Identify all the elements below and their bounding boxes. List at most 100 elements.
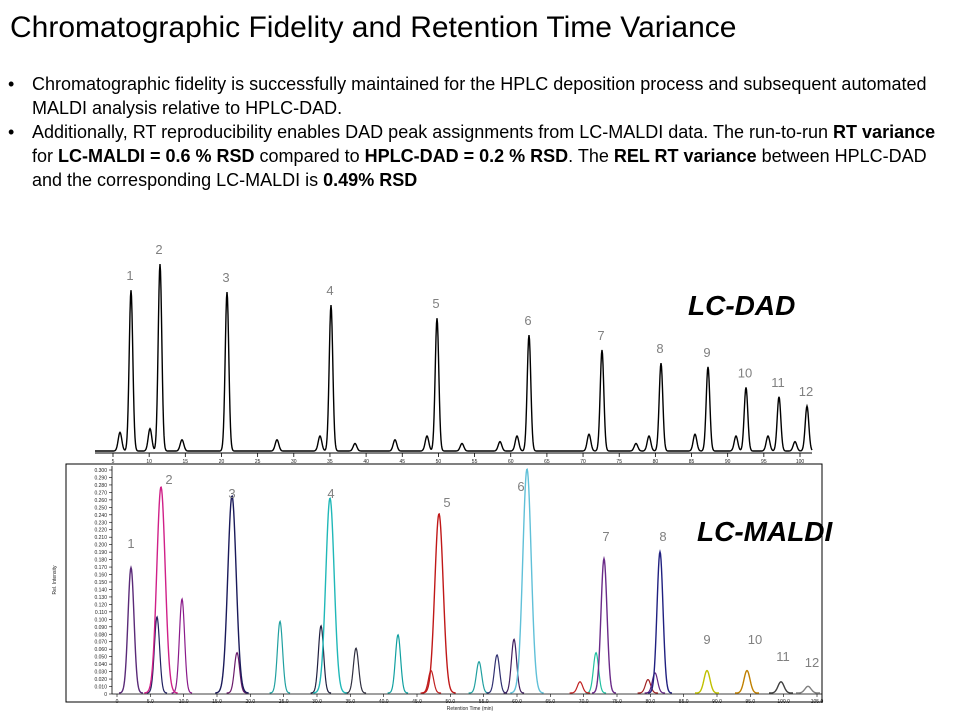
lc-maldi-minor-peak (146, 615, 168, 694)
lc-dad-trace (95, 263, 813, 452)
lc-dad-peak-label: 3 (222, 270, 229, 285)
lc-maldi-y-tick-label: 0.250 (94, 505, 107, 511)
lc-maldi-y-tick-label: 0.220 (94, 528, 107, 534)
bullet-bold-text: RT variance (833, 122, 936, 142)
lc-dad-tick-label: 55 (472, 459, 478, 465)
lc-maldi-peak-trace (647, 549, 673, 694)
lc-maldi-y-tick-label: 0.040 (94, 662, 107, 668)
lc-maldi-x-tick-label: 45.0 (412, 699, 422, 705)
lc-dad-tick-label: 95 (761, 459, 767, 465)
lc-maldi-peak-label: 5 (443, 495, 450, 510)
lc-maldi-y-tick-label: 0.300 (94, 468, 107, 474)
bullet-text-segment: compared to (254, 146, 365, 166)
lc-maldi-x-tick-label: 60.0 (512, 699, 522, 705)
bullet-text-segment: for (32, 146, 59, 166)
lc-maldi-peak-trace (695, 669, 719, 694)
lc-maldi-y-tick-label: 0.290 (94, 475, 107, 481)
lc-maldi-peak-label: 10 (748, 632, 762, 647)
lc-dad-tick-label: 65 (544, 459, 550, 465)
lc-maldi-y-tick-label: 0.140 (94, 587, 107, 593)
bullet-text-segment: between HPLC-DAD and the corresponding L… (32, 146, 927, 190)
lc-maldi-y-tick-label: 0.120 (94, 602, 107, 608)
bullet-symbol: • (8, 74, 15, 94)
lc-dad-peak-label: 5 (432, 296, 439, 311)
lc-dad-tick-label: 25 (255, 459, 261, 465)
lc-maldi-y-tick-label: 0.110 (95, 610, 107, 616)
lc-maldi-x-tick-label: 65.0 (545, 699, 555, 705)
lc-maldi-x-tick-label: 35.0 (345, 699, 355, 705)
lc-maldi-x-tick-label: 100.0 (777, 699, 790, 705)
lc-maldi-x-tick-label: 5.0 (147, 699, 154, 705)
bullet-symbol: • (8, 122, 15, 142)
lc-maldi-peak-label: 1 (127, 536, 134, 551)
lc-dad-tick-label: 45 (399, 459, 405, 465)
lc-maldi-y-tick-label: 0.160 (94, 573, 107, 579)
bullet-text-segment: . The (568, 146, 614, 166)
lc-maldi-x-tick-label: 10.0 (179, 699, 189, 705)
lc-maldi-peak-trace (735, 669, 759, 694)
lc-dad-peak-label: 8 (656, 341, 663, 356)
lc-maldi-peak-label: 7 (602, 529, 609, 544)
lc-dad-tick-label: 20 (219, 459, 225, 465)
lc-dad-chart-title: LC-DAD (688, 290, 796, 321)
lc-maldi-y-tick-label: 0.280 (94, 483, 107, 489)
lc-dad-tick-label: 10 (146, 459, 152, 465)
lc-maldi-minor-peak (310, 624, 332, 694)
lc-maldi-y-tick-label: 0.260 (94, 498, 107, 504)
lc-dad-tick-label: 30 (291, 459, 297, 465)
lc-maldi-x-tick-label: 70.0 (579, 699, 589, 705)
lc-dad-tick-label: 85 (689, 459, 695, 465)
lc-dad-peak-label: 11 (771, 375, 785, 390)
lc-dad-peak-label: 7 (597, 328, 604, 343)
lc-dad-tick-label: 90 (725, 459, 731, 465)
lc-dad-tick-label: 40 (363, 459, 369, 465)
lc-maldi-peak-label: 3 (228, 486, 235, 501)
bullet-list: • Chromatographic fidelity is successful… (8, 72, 943, 192)
lc-dad-tick-label: 50 (436, 459, 442, 465)
lc-dad-tick-label: 100 (796, 459, 805, 465)
bullet-item-1: • Chromatographic fidelity is successful… (8, 72, 943, 120)
lc-maldi-y-tick-label: 0.050 (94, 655, 107, 661)
bullet-item-2: • Additionally, RT reproducibility enabl… (8, 120, 943, 192)
lc-dad-peak-label: 6 (524, 313, 531, 328)
lc-maldi-minor-peak (637, 678, 659, 694)
lc-dad-peak-label: 1 (126, 268, 133, 283)
lc-maldi-peak-label: 4 (327, 486, 334, 501)
lc-maldi-x-tick-label: 80.0 (645, 699, 655, 705)
lc-dad-tick-label: 75 (616, 459, 622, 465)
lc-maldi-y-tick-label: 0.150 (94, 580, 107, 586)
lc-dad-peak-label: 12 (799, 384, 813, 399)
lc-maldi-y-label: Rel. Intensity (52, 565, 58, 594)
lc-maldi-peak-trace (510, 468, 544, 694)
lc-maldi-peak-label: 9 (703, 632, 710, 647)
lc-maldi-x-tick-label: 105.0 (811, 699, 824, 705)
lc-maldi-chart-title: LC-MALDI (697, 516, 833, 547)
lc-maldi-minor-peak (585, 651, 607, 694)
lc-maldi-x-tick-label: 30.0 (312, 699, 322, 705)
lc-maldi-minor-peak (226, 651, 248, 694)
lc-maldi-peak-trace (215, 494, 249, 694)
lc-maldi-minor-peak (269, 619, 291, 694)
lc-maldi-peak-label: 6 (517, 479, 524, 494)
bullet-text-1: Chromatographic fidelity is successfully… (32, 74, 927, 118)
lc-maldi-minor-peak (387, 633, 409, 694)
lc-maldi-x-tick-label: 20.0 (245, 699, 255, 705)
lc-maldi-minor-peak (486, 653, 508, 694)
lc-dad-tick-label: 15 (183, 459, 189, 465)
lc-maldi-y-tick-label: 0.200 (94, 543, 107, 549)
lc-maldi-x-tick-label: 75.0 (612, 699, 622, 705)
lc-maldi-y-tick-label: 0.070 (94, 640, 107, 646)
lc-dad-tick-label: 70 (580, 459, 586, 465)
lc-maldi-x-tick-label: 0 (116, 699, 119, 705)
lc-maldi-y-tick-label: 0.010 (94, 685, 107, 691)
lc-maldi-y-tick-label: 0.210 (94, 535, 107, 541)
lc-dad-peak-label: 2 (155, 242, 162, 257)
lc-maldi-minor-peak (345, 647, 367, 694)
lc-maldi-y-tick-label: 0.030 (94, 670, 107, 676)
lc-maldi-peak-label: 11 (776, 649, 790, 664)
bullet-bold-text: LC-MALDI = 0.6 % RSD (58, 146, 255, 166)
lc-dad-peak-label: 10 (738, 365, 752, 380)
lc-dad-tick-label: 60 (508, 459, 514, 465)
lc-maldi-minor-peak (644, 672, 666, 694)
bullet-bold-text: HPLC-DAD = 0.2 % RSD (364, 146, 569, 166)
